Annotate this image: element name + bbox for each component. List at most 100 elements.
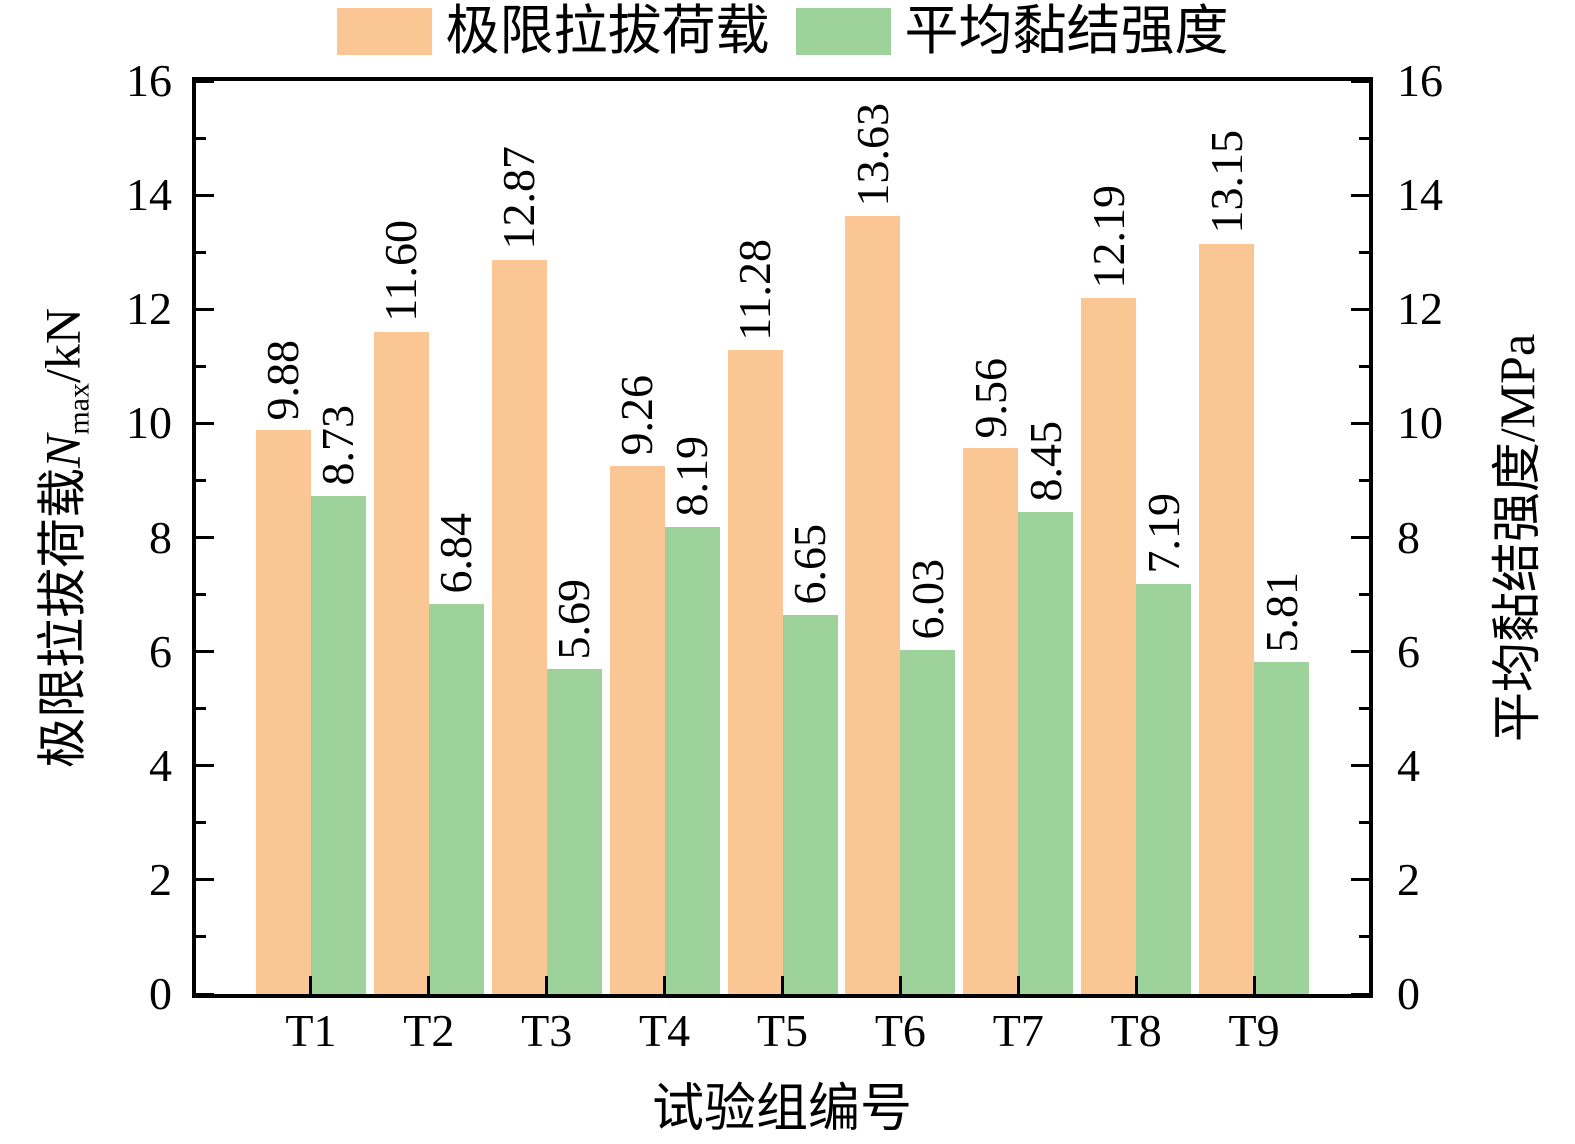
value-label-bond-strength-T1: 8.73 (312, 405, 364, 486)
bar-pullout-load-T7: 9.56 (963, 358, 1019, 994)
x-tick-T7 (1016, 976, 1020, 994)
bar-pullout-load-T5: 11.28 (727, 239, 783, 994)
bar-pullout-load-T1: 9.88 (255, 340, 311, 994)
value-label-bond-strength-T4: 8.19 (666, 436, 718, 517)
bar-pullout-load-T9: 13.15 (1199, 130, 1255, 994)
legend-swatch-green (795, 7, 891, 55)
bar-pullout-load-T6: 13.63 (845, 103, 901, 994)
y-tick-right-15 (1359, 136, 1369, 140)
y-tick-left-15 (196, 136, 206, 140)
legend: 极限拉拔荷载 平均黏结强度 (192, 2, 1373, 60)
y-tick-label-left-6: 6 (149, 625, 172, 677)
bar-group-T3: 12.87 5.69 T3 (488, 81, 606, 1054)
y-tick-label-left-0: 0 (149, 968, 172, 1019)
y-tick-left-4 (196, 764, 214, 768)
bar-group-T6: 13.63 6.03 T6 (841, 81, 959, 1054)
y-tick-label-right-12: 12 (1397, 283, 1443, 335)
y-tick-label-right-8: 8 (1397, 511, 1420, 563)
bar-pullout-load-T2: 11.60 (373, 220, 429, 994)
x-tick-label-T6: T6 (874, 1005, 926, 1056)
y-tick-right-8 (1351, 536, 1369, 539)
bar-pullout-load-T4: 9.26 (609, 375, 665, 994)
y-tick-left-1 (196, 935, 206, 939)
bar-group-T4: 9.26 8.19 T4 (606, 81, 724, 1054)
bar-group-T8: 12.19 7.19 T8 (1077, 81, 1195, 1054)
y-tick-left-14 (196, 193, 214, 197)
x-tick-T1 (309, 976, 313, 994)
bar-bond-strength-T8: 7.19 (1136, 493, 1192, 994)
y-tick-right-14 (1351, 193, 1369, 197)
legend-label-pullout-load: 极限拉拔荷载 (445, 1, 770, 61)
value-label-pullout-load-T8: 12.19 (1082, 184, 1134, 289)
value-label-bond-strength-T6: 6.03 (901, 559, 953, 640)
x-tick-label-T9: T9 (1228, 1005, 1280, 1056)
x-tick-label-T2: T2 (403, 1005, 455, 1056)
y-tick-label-right-10: 10 (1397, 397, 1443, 449)
y-tick-label-left-14: 14 (126, 169, 172, 221)
y-tick-left-13 (196, 250, 206, 254)
legend-swatch-orange (336, 7, 432, 55)
y-tick-left-8 (196, 536, 214, 539)
y-tick-right-16 (1351, 79, 1369, 83)
y-tick-right-13 (1359, 250, 1369, 254)
bar-pullout-load-T8: 12.19 (1081, 185, 1137, 994)
y-tick-left-2 (196, 878, 214, 882)
x-tick-label-T3: T3 (521, 1005, 573, 1056)
value-label-bond-strength-T8: 7.19 (1137, 493, 1189, 574)
y-tick-right-3 (1359, 821, 1369, 825)
y-tick-right-10 (1351, 421, 1369, 425)
legend-label-bond-strength: 平均黏结强度 (904, 1, 1229, 61)
y-tick-right-0 (1351, 992, 1369, 996)
y-tick-label-left-10: 10 (126, 397, 172, 449)
value-label-pullout-load-T9: 13.15 (1200, 130, 1252, 234)
value-label-bond-strength-T3: 5.69 (548, 578, 600, 660)
x-tick-label-T8: T8 (1110, 1005, 1162, 1056)
y-tick-label-right-6: 6 (1397, 625, 1420, 677)
y-tick-label-left-8: 8 (149, 511, 172, 563)
value-label-pullout-load-T6: 13.63 (846, 102, 898, 207)
y-tick-left-5 (196, 707, 206, 711)
y-tick-right-2 (1351, 878, 1369, 882)
y-tick-left-7 (196, 593, 206, 597)
x-tick-label-T4: T4 (639, 1005, 691, 1056)
value-label-bond-strength-T9: 5.81 (1255, 571, 1307, 653)
y-tick-left-6 (196, 650, 214, 654)
y-tick-right-7 (1359, 593, 1369, 597)
x-tick-label-T7: T7 (992, 1005, 1044, 1056)
y-tick-label-right-4: 4 (1397, 739, 1420, 791)
y-tick-right-6 (1351, 650, 1369, 654)
bar-bond-strength-T3: 5.69 (546, 579, 602, 994)
y-tick-label-right-0: 0 (1397, 968, 1420, 1019)
y-tick-label-left-16: 16 (126, 55, 172, 106)
x-tick-label-T1: T1 (285, 1005, 337, 1056)
y-tick-right-11 (1359, 364, 1369, 368)
x-tick-T6 (898, 976, 902, 994)
bar-group-T9: 13.15 5.81 T9 (1195, 81, 1313, 1054)
y-tick-right-1 (1359, 935, 1369, 939)
bar-bond-strength-T6: 6.03 (900, 559, 956, 994)
value-label-pullout-load-T1: 9.88 (257, 339, 309, 421)
bar-bond-strength-T5: 6.65 (782, 524, 838, 994)
legend-item-bond-strength: 平均黏结强度 (795, 1, 1229, 61)
bar-bond-strength-T9: 5.81 (1254, 572, 1310, 994)
y-tick-right-5 (1359, 707, 1369, 711)
bar-group-T5: 11.28 6.65 T5 (724, 81, 842, 1054)
left-axis-title-text: 极限拉拔荷载 (34, 468, 91, 769)
x-tick-T4 (663, 976, 667, 994)
bar-group-T1: 9.88 8.73 T1 (252, 81, 370, 1054)
value-label-bond-strength-T7: 8.45 (1019, 421, 1071, 502)
bar-group-T7: 9.56 8.45 T7 (959, 81, 1077, 1054)
y-tick-right-4 (1351, 764, 1369, 768)
bar-bond-strength-T1: 8.73 (310, 405, 366, 994)
x-tick-label-T5: T5 (756, 1005, 809, 1056)
x-tick-T5 (781, 976, 784, 994)
bar-bond-strength-T2: 6.84 (428, 513, 484, 994)
value-label-bond-strength-T2: 6.84 (430, 513, 482, 594)
value-label-pullout-load-T3: 12.87 (493, 146, 545, 250)
y-tick-right-9 (1359, 478, 1369, 482)
x-tick-T9 (1252, 976, 1256, 994)
bar-group-T2: 11.60 6.84 T2 (370, 81, 488, 1054)
y-tick-label-left-2: 2 (149, 853, 172, 905)
bar-pullout-load-T3: 12.87 (491, 146, 547, 994)
